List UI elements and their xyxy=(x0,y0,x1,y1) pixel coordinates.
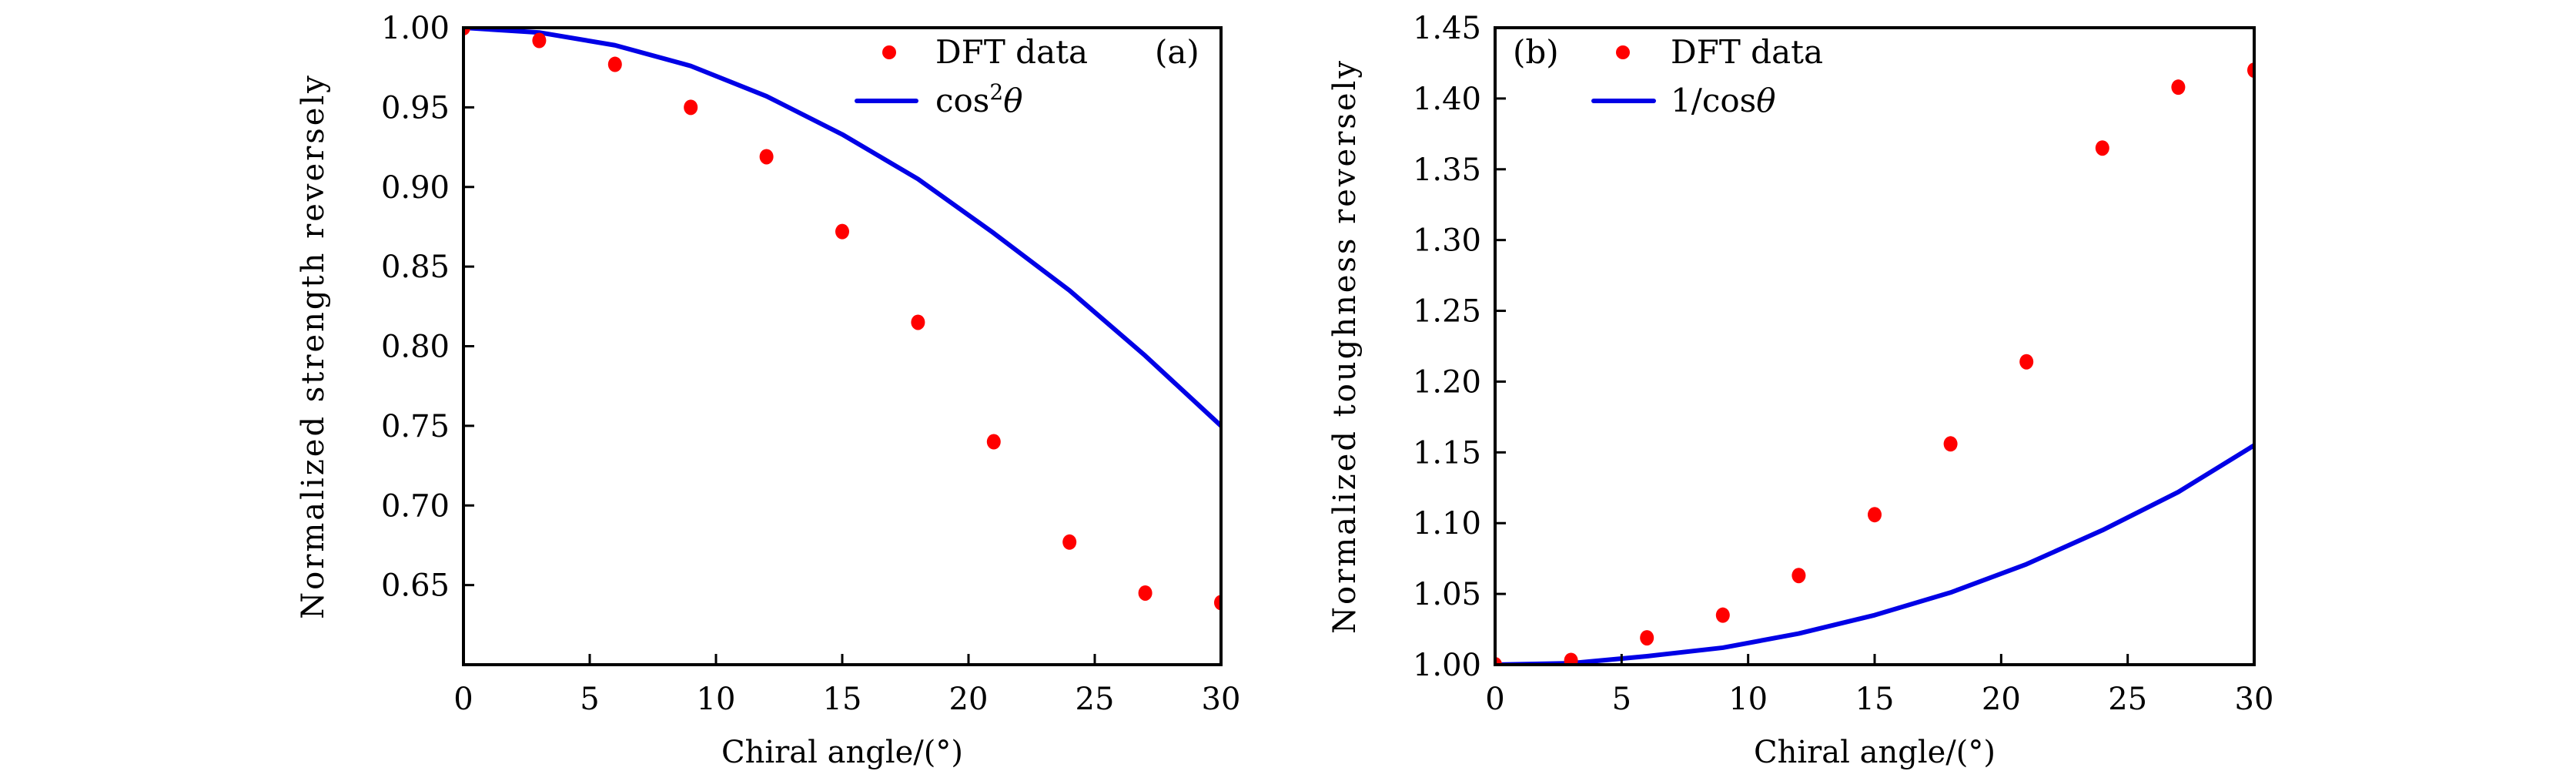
x-tick-label: 0 xyxy=(453,682,473,717)
legend-fit-sup: 2 xyxy=(989,79,1003,105)
dft-data-point xyxy=(1214,595,1221,611)
x-tick-label: 10 xyxy=(697,682,736,717)
legend-dft-label: DFT data xyxy=(935,33,1088,71)
x-tick-label: 0 xyxy=(1485,682,1504,717)
y-tick-label: 1.00 xyxy=(1413,648,1481,683)
panel-a-label: (a) xyxy=(1155,33,1199,71)
dft-data-point xyxy=(1062,534,1077,550)
legend-dft-marker xyxy=(882,45,896,59)
panel-b-x-axis-label: Chiral angle/(°) xyxy=(1754,735,1996,770)
panel-b-marks xyxy=(1495,62,2254,665)
x-tick-label: 25 xyxy=(2108,682,2147,717)
panel-a-ticks: 0 5 10 15 20 25 30 0.65 0.70 0.75 0.80 0.85 0.90 0.95… xyxy=(381,11,1241,717)
panel-a-x-axis-label: Chiral angle/(°) xyxy=(721,735,963,770)
legend-fit-var: θ xyxy=(1756,82,1775,119)
y-tick-label: 1.20 xyxy=(1413,364,1481,400)
panel-a-marks xyxy=(463,28,1221,611)
panel-b-ticks: 0 5 10 15 20 25 30 1.00 1.05 1.10 1.15 1.20 1.25 1.30… xyxy=(1413,11,2274,717)
panel-a-plot-frame xyxy=(462,26,1223,666)
dft-data-point xyxy=(1138,585,1153,601)
fit-curve-line xyxy=(463,28,1221,428)
dft-data-point xyxy=(463,28,470,35)
legend-fit-var: θ xyxy=(1003,82,1022,119)
dft-data-point xyxy=(1640,630,1654,646)
dft-data-point xyxy=(1943,436,1958,452)
y-tick-label: 0.75 xyxy=(381,409,450,444)
legend-fit-main: cos xyxy=(935,82,989,119)
x-tick-label: 5 xyxy=(580,682,599,717)
panel-b-y-axis-label: Normalized toughness reversely xyxy=(1327,59,1363,634)
dft-data-point xyxy=(759,149,774,165)
y-tick-label: 0.70 xyxy=(381,488,450,524)
y-tick-label: 1.40 xyxy=(1413,82,1481,117)
x-tick-label: 25 xyxy=(1076,682,1115,717)
plot-area xyxy=(463,28,1221,611)
x-tick-label: 5 xyxy=(1612,682,1631,717)
panel-a: 0 5 10 15 20 25 30 0.65 0.70 0.75 0.80 0.85 0.90 0.95… xyxy=(296,11,1240,770)
y-tick-label: 1.10 xyxy=(1413,506,1481,541)
y-tick-label: 1.05 xyxy=(1413,577,1481,612)
dft-data-point xyxy=(2019,354,2034,370)
legend-dft-label: DFT data xyxy=(1671,33,1823,71)
dft-data-point xyxy=(2247,62,2254,79)
y-tick-label: 1.45 xyxy=(1413,11,1481,46)
panel-b: 0 5 10 15 20 25 30 1.00 1.05 1.10 1.15 1.20 1.25 1.30… xyxy=(1327,11,2273,770)
y-tick-label: 1.30 xyxy=(1413,223,1481,259)
panel-a-y-axis-label: Normalized strength reversely xyxy=(296,73,331,619)
panel-b-plot-frame xyxy=(1494,26,2256,666)
x-tick-label: 10 xyxy=(1728,682,1768,717)
x-tick-label: 30 xyxy=(1202,682,1241,717)
dft-data-point xyxy=(1791,568,1806,584)
panel-b-legend: DFT data 1/cosθ (b) xyxy=(1513,33,1823,119)
plot-area xyxy=(1495,62,2254,665)
legend-dft-marker xyxy=(1616,45,1630,59)
y-tick-label: 1.15 xyxy=(1413,435,1481,471)
dft-data-point xyxy=(2095,140,2109,156)
dft-data-point xyxy=(2171,79,2186,96)
panel-a-legend: DFT data cos2θ (a) xyxy=(855,33,1199,119)
dft-data-point xyxy=(986,434,1001,450)
y-tick-label: 1.35 xyxy=(1413,153,1481,188)
fit-curve-line xyxy=(1495,443,2254,665)
x-tick-label: 20 xyxy=(1982,682,2021,717)
panel-b-label: (b) xyxy=(1513,33,1559,71)
dft-data-point xyxy=(532,32,547,49)
dft-data-point xyxy=(684,99,698,116)
dft-data-point xyxy=(1495,657,1502,665)
dft-data-point xyxy=(607,56,622,72)
legend-fit-main: 1/cos xyxy=(1671,82,1756,119)
dft-data-point xyxy=(1868,507,1882,523)
dft-data-point xyxy=(911,314,925,330)
y-tick-label: 0.90 xyxy=(381,170,450,206)
dft-data-point xyxy=(1564,652,1578,665)
y-tick-label: 0.95 xyxy=(381,90,450,126)
x-tick-label: 15 xyxy=(1855,682,1895,717)
legend-fit-label: cos2θ xyxy=(935,79,1023,119)
dft-data-point xyxy=(1715,607,1730,623)
x-tick-label: 20 xyxy=(949,682,989,717)
y-tick-label: 0.85 xyxy=(381,250,450,285)
y-tick-label: 1.25 xyxy=(1413,294,1481,330)
x-tick-label: 30 xyxy=(2235,682,2274,717)
x-tick-label: 15 xyxy=(823,682,862,717)
dft-data-point xyxy=(835,223,849,240)
y-tick-label: 0.65 xyxy=(381,568,450,604)
y-tick-label: 1.00 xyxy=(381,11,450,46)
legend-fit-label: 1/cosθ xyxy=(1671,82,1776,119)
y-tick-label: 0.80 xyxy=(381,330,450,365)
